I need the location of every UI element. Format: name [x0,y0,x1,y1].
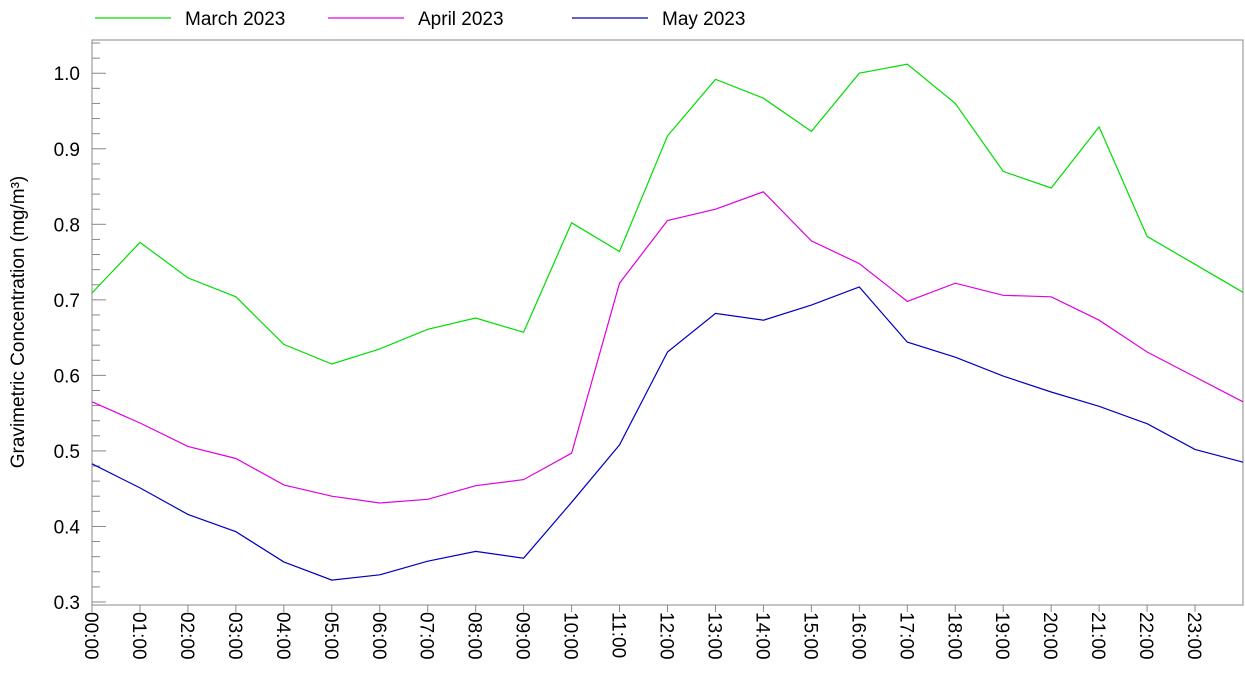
x-tick-label: 03:00 [224,612,245,660]
y-tick-label: 0.5 [54,442,80,463]
x-tick-label: 13:00 [703,612,724,660]
y-tick-label: 0.4 [54,517,81,538]
x-tick-label: 21:00 [1087,612,1108,660]
y-tick-label: 0.6 [54,366,80,387]
x-tick-label: 08:00 [464,612,485,660]
x-tick-label: 10:00 [560,612,581,660]
x-tick-label: 01:00 [128,612,149,660]
legend-label: May 2023 [662,9,745,30]
x-tick-label: 16:00 [847,612,868,660]
y-tick-label: 0.8 [54,215,80,236]
legend-label: March 2023 [185,9,285,30]
y-tick-label: 0.7 [54,291,80,312]
x-tick-label: 00:00 [80,612,101,660]
x-tick-label: 12:00 [656,612,677,660]
line-series [91,286,1244,581]
x-tick-label: 17:00 [895,612,916,660]
x-tick-label: 20:00 [1039,612,1060,660]
legend-label: April 2023 [418,9,504,30]
x-tick-label: 09:00 [512,612,533,660]
x-tick-label: 07:00 [416,612,437,660]
line-series [91,191,1244,504]
x-tick-label: 05:00 [320,612,341,660]
plot-frame [91,39,1244,606]
x-tick-label: 14:00 [751,612,772,660]
x-tick-label: 23:00 [1183,612,1204,660]
x-tick-label: 02:00 [176,612,197,660]
x-tick-label: 15:00 [799,612,820,660]
x-tick-label: 22:00 [1135,612,1156,660]
x-tick-label: 18:00 [943,612,964,660]
x-tick-label: 11:00 [608,612,629,658]
y-axis-title: Gravimetric Concentration (mg/m³) [8,176,29,468]
y-tick-label: 1.0 [54,64,80,85]
x-tick-label: 19:00 [991,612,1012,660]
y-tick-label: 0.9 [54,140,80,161]
y-tick-label: 0.3 [54,593,80,614]
x-tick-label: 06:00 [368,612,389,660]
x-tick-label: 04:00 [272,612,293,660]
line-series [91,63,1244,365]
